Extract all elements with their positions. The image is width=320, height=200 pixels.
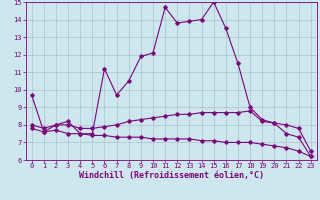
X-axis label: Windchill (Refroidissement éolien,°C): Windchill (Refroidissement éolien,°C) — [79, 171, 264, 180]
